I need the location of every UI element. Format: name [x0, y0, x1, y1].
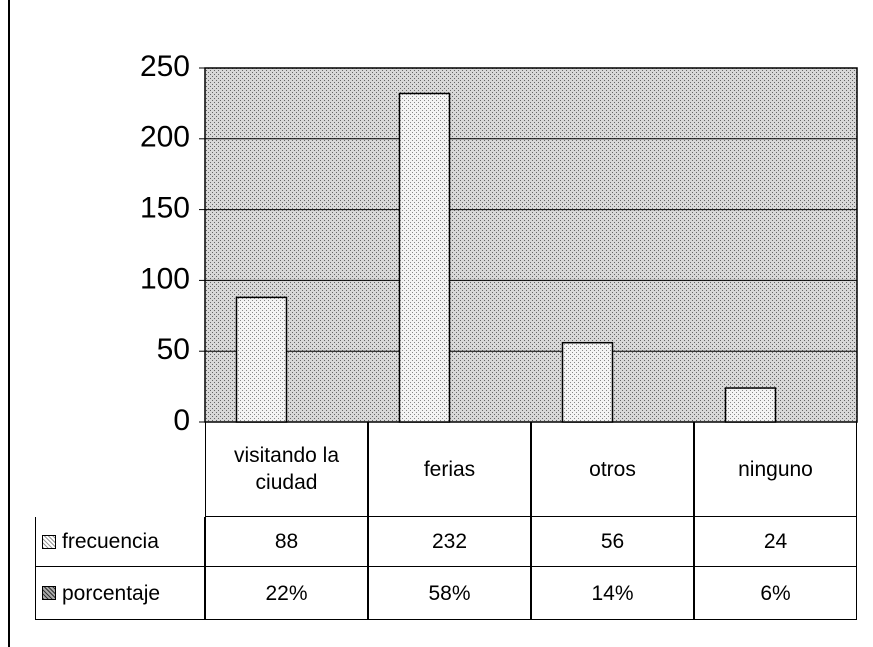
y-tick-label: 100: [140, 262, 190, 295]
legend-key: [42, 534, 56, 549]
legend-entry: porcentaje: [35, 567, 205, 620]
category-label: visitando la ciudad: [205, 422, 368, 517]
bar: [398, 92, 451, 423]
plot-area: [204, 67, 858, 423]
legend-label: porcentaje: [62, 581, 161, 605]
table-value: 6%: [694, 567, 857, 620]
table-value: 232: [368, 517, 531, 567]
table-value: 56: [531, 517, 694, 567]
y-tick-label: 250: [140, 50, 190, 83]
table-value: 88: [205, 517, 368, 567]
y-tick-label: 150: [140, 192, 190, 225]
y-tick-label: 50: [157, 333, 190, 366]
category-label: ferias: [368, 422, 531, 517]
bar: [724, 387, 777, 423]
category-label: otros: [531, 422, 694, 517]
legend-key: [42, 586, 56, 600]
y-tick-label: 0: [173, 404, 190, 437]
table-value: 58%: [368, 567, 531, 620]
table-value: 24: [694, 517, 857, 567]
y-tick-label: 200: [140, 121, 190, 154]
bar: [235, 296, 288, 423]
legend-label: frecuencia: [62, 530, 159, 553]
table-value: 22%: [205, 567, 368, 620]
legend-entry: frecuencia: [35, 517, 205, 567]
category-label: ninguno: [694, 422, 857, 517]
table-value: 14%: [531, 567, 694, 620]
bar: [561, 341, 614, 423]
